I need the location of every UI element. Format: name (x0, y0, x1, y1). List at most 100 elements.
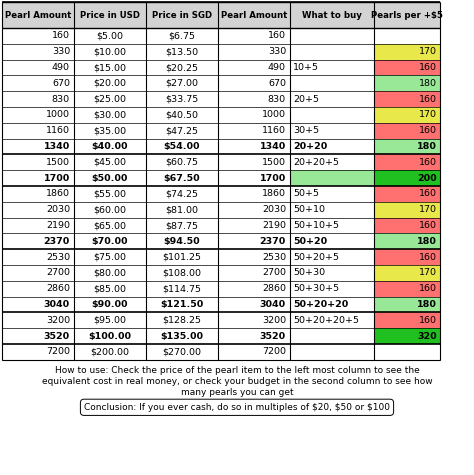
Text: 1000: 1000 (46, 110, 70, 119)
Text: $50.00: $50.00 (92, 173, 128, 182)
Text: $20.25: $20.25 (165, 63, 199, 72)
Text: 20+5: 20+5 (293, 95, 319, 104)
Text: 50+20+20+5: 50+20+20+5 (293, 316, 359, 325)
Text: $60.00: $60.00 (93, 205, 127, 214)
Bar (218, 2, 290, 28)
Text: 160: 160 (419, 158, 437, 167)
Text: 200: 200 (418, 173, 437, 182)
Text: $25.00: $25.00 (93, 95, 127, 104)
Bar (74, 2, 146, 28)
Text: $33.75: $33.75 (165, 95, 199, 104)
Text: 670: 670 (268, 79, 286, 88)
Bar (374, 59, 440, 76)
Text: 2700: 2700 (46, 268, 70, 277)
Text: $80.00: $80.00 (93, 268, 127, 277)
Text: 490: 490 (268, 63, 286, 72)
Text: 180: 180 (417, 300, 437, 309)
Text: 3200: 3200 (46, 316, 70, 325)
Text: 160: 160 (419, 95, 437, 104)
Text: 2370: 2370 (44, 237, 70, 246)
Text: 160: 160 (419, 221, 437, 230)
Text: $135.00: $135.00 (161, 332, 203, 341)
Text: 20+20+5: 20+20+5 (293, 158, 339, 167)
Bar (374, 91, 440, 107)
Text: 3200: 3200 (262, 316, 286, 325)
Text: 2190: 2190 (46, 221, 70, 230)
Text: 160: 160 (419, 126, 437, 135)
Text: 160: 160 (419, 190, 437, 199)
Text: $65.00: $65.00 (93, 221, 127, 230)
Text: 160: 160 (419, 63, 437, 72)
Bar (374, 44, 440, 59)
Text: $6.75: $6.75 (168, 31, 195, 40)
Bar (374, 154, 440, 170)
Text: $85.00: $85.00 (93, 284, 127, 293)
Text: $74.25: $74.25 (165, 190, 199, 199)
Text: 160: 160 (419, 316, 437, 325)
Bar (146, 2, 218, 28)
Text: 1000: 1000 (262, 110, 286, 119)
Bar (374, 233, 440, 249)
Text: $67.50: $67.50 (164, 173, 201, 182)
Text: How to use: Check the price of the pearl item to the left most column to see the: How to use: Check the price of the pearl… (55, 366, 419, 375)
Bar (374, 281, 440, 296)
Text: equivalent cost in real money, or check your budget in the second column to see : equivalent cost in real money, or check … (42, 377, 432, 386)
Text: 1160: 1160 (46, 126, 70, 135)
Text: 1500: 1500 (46, 158, 70, 167)
Text: 10+5: 10+5 (293, 63, 319, 72)
Text: 2190: 2190 (262, 221, 286, 230)
Text: Price in USD: Price in USD (80, 10, 140, 19)
Text: 2860: 2860 (46, 284, 70, 293)
Bar (374, 107, 440, 123)
Bar (374, 76, 440, 91)
Text: 830: 830 (52, 95, 70, 104)
Text: 1160: 1160 (262, 126, 286, 135)
Text: Price in SGD: Price in SGD (152, 10, 212, 19)
Text: $5.00: $5.00 (97, 31, 124, 40)
Bar (374, 296, 440, 313)
Text: $101.25: $101.25 (163, 253, 201, 262)
Text: $27.00: $27.00 (165, 79, 199, 88)
Text: 160: 160 (419, 284, 437, 293)
Text: What to buy: What to buy (302, 10, 362, 19)
Bar (374, 123, 440, 139)
Text: $35.00: $35.00 (93, 126, 127, 135)
Bar (374, 218, 440, 233)
Bar (374, 313, 440, 328)
Text: $13.50: $13.50 (165, 47, 199, 56)
Text: 3040: 3040 (44, 300, 70, 309)
Text: $200.00: $200.00 (91, 347, 129, 356)
Bar (374, 202, 440, 218)
Text: $20.00: $20.00 (93, 79, 127, 88)
Text: 2030: 2030 (46, 205, 70, 214)
Text: 2700: 2700 (262, 268, 286, 277)
Text: 180: 180 (417, 237, 437, 246)
Text: 170: 170 (419, 47, 437, 56)
Text: 7200: 7200 (46, 347, 70, 356)
Text: $121.50: $121.50 (160, 300, 204, 309)
Text: $10.00: $10.00 (93, 47, 127, 56)
Text: $114.75: $114.75 (163, 284, 201, 293)
Text: many pearls you can get: many pearls you can get (181, 388, 293, 397)
Text: 1860: 1860 (262, 190, 286, 199)
Text: 50+10: 50+10 (293, 205, 325, 214)
Text: $47.25: $47.25 (165, 126, 199, 135)
Bar (374, 2, 440, 28)
Text: $15.00: $15.00 (93, 63, 127, 72)
Text: 160: 160 (419, 253, 437, 262)
Bar (374, 249, 440, 265)
Text: 2860: 2860 (262, 284, 286, 293)
Text: $75.00: $75.00 (93, 253, 127, 262)
Bar (374, 186, 440, 202)
Text: 3040: 3040 (260, 300, 286, 309)
Text: $54.00: $54.00 (164, 142, 200, 151)
Bar (374, 265, 440, 281)
Text: $60.75: $60.75 (165, 158, 199, 167)
Text: 320: 320 (418, 332, 437, 341)
Text: $45.00: $45.00 (93, 158, 127, 167)
Text: 50+30: 50+30 (293, 268, 325, 277)
Text: 1860: 1860 (46, 190, 70, 199)
Text: $90.00: $90.00 (92, 300, 128, 309)
Text: 1700: 1700 (260, 173, 286, 182)
Text: 180: 180 (417, 142, 437, 151)
